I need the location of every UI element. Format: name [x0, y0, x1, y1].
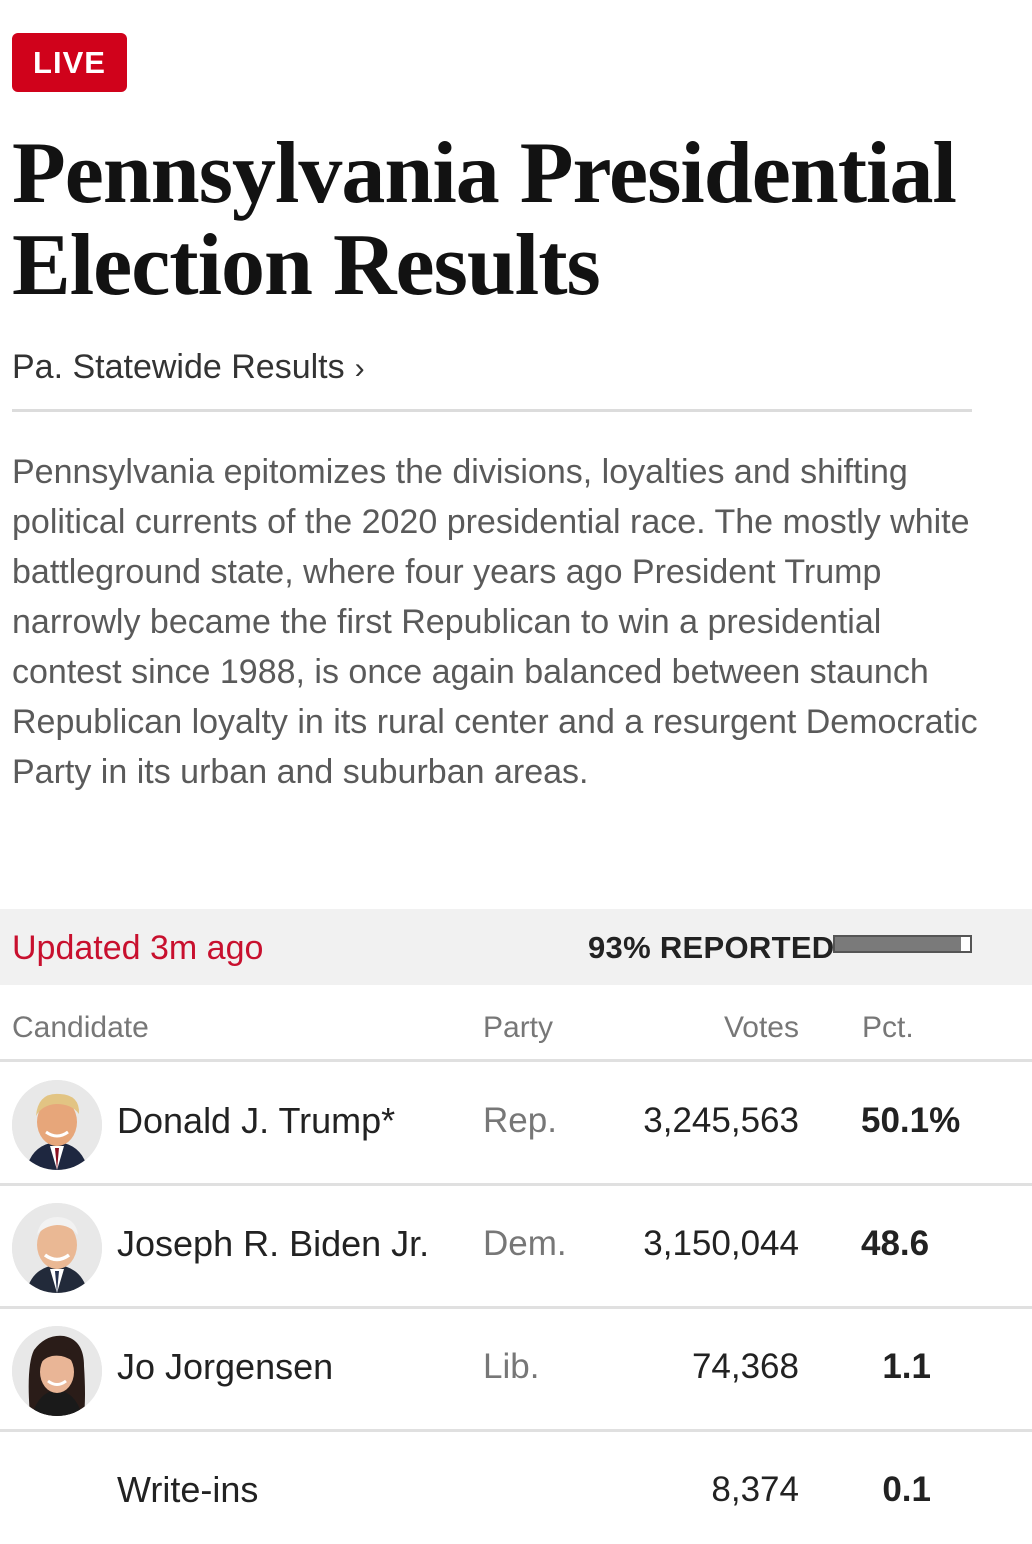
candidate-votes: 3,150,044 — [643, 1224, 799, 1263]
statewide-results-label: Pa. Statewide Results — [12, 348, 345, 386]
candidate-party: Dem. — [483, 1224, 567, 1263]
divider — [0, 1183, 1032, 1186]
candidate-votes: 3,245,563 — [643, 1101, 799, 1140]
race-summary: Pennsylvania epitomizes the divisions, l… — [12, 453, 978, 791]
status-bar: Updated 3m ago 93% REPORTED — [0, 909, 1032, 985]
candidate-votes: 74,368 — [691, 1347, 799, 1386]
jorgensen-avatar — [12, 1326, 102, 1416]
statewide-results-link[interactable]: Pa. Statewide Results › — [12, 348, 365, 387]
reported-label: 93% REPORTED — [588, 930, 835, 965]
divider — [0, 1429, 1032, 1432]
live-badge: LIVE — [12, 33, 127, 92]
candidate-pct: 1.1 — [882, 1347, 931, 1386]
page-title: Pennsylvania Presidential Election Resul… — [12, 125, 957, 314]
chevron-right-icon: › — [354, 352, 365, 385]
biden-avatar — [12, 1203, 102, 1293]
column-header-pct: Pct. — [862, 1011, 914, 1044]
candidate-party: Lib. — [483, 1347, 540, 1386]
candidate-name: Write-ins — [117, 1469, 259, 1510]
candidate-pct: 0.1 — [882, 1470, 931, 1509]
column-header-votes: Votes — [723, 1011, 799, 1044]
candidate-name: Joseph R. Biden Jr. — [117, 1223, 430, 1264]
candidate-name: Donald J. Trump* — [117, 1100, 396, 1141]
reporting-progress-fill — [835, 937, 961, 951]
divider — [12, 409, 972, 412]
column-header-candidate: Candidate — [12, 1011, 149, 1044]
candidate-name: Jo Jorgensen — [117, 1346, 334, 1387]
reporting-progress-bar — [833, 935, 972, 953]
candidate-party: Rep. — [483, 1101, 557, 1140]
divider — [0, 1306, 1032, 1309]
trump-avatar — [12, 1080, 102, 1170]
candidate-pct: 50.1% — [861, 1101, 961, 1140]
updated-timestamp: Updated 3m ago — [12, 929, 264, 967]
candidate-votes: 8,374 — [711, 1470, 799, 1509]
divider — [0, 1059, 1032, 1062]
candidate-pct: 48.6 — [861, 1224, 930, 1263]
column-header-party: Party — [483, 1011, 554, 1044]
